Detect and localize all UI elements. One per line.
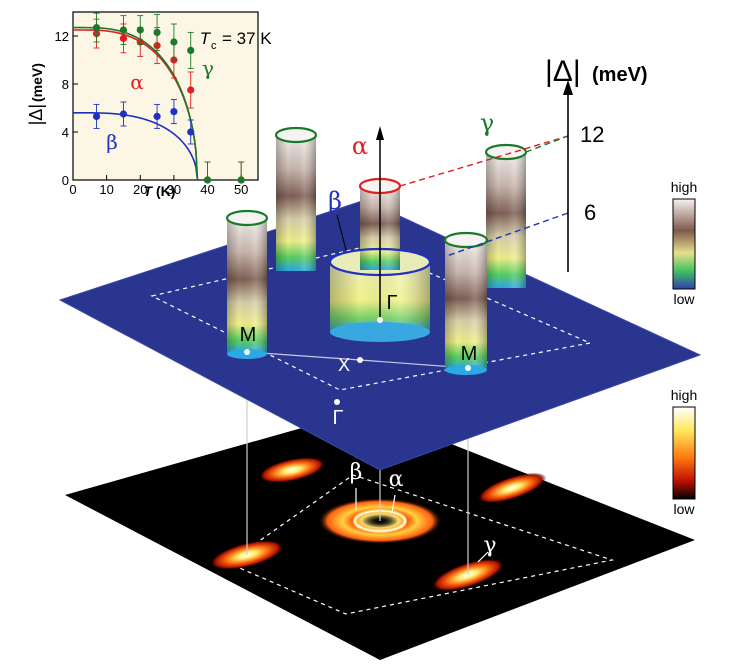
- inset-point-γ: [187, 31, 195, 69]
- colorbar-top: high low: [671, 179, 697, 307]
- label-gamma: γ: [480, 109, 494, 137]
- inset-point-α: [187, 71, 195, 109]
- inset-x-tick-label: 30: [167, 182, 181, 197]
- symmetry-points: [244, 317, 471, 405]
- label-beta: β: [328, 187, 342, 215]
- label-M-right: M: [461, 343, 478, 365]
- beta-guide-line: [429, 212, 569, 263]
- label-M-left: M: [240, 324, 257, 346]
- label-X: X: [338, 355, 350, 375]
- inset-x-tick-label: 40: [200, 182, 214, 197]
- inset-ylabel-unit: (meV): [29, 63, 45, 102]
- inset-beta-label: β: [106, 130, 118, 154]
- cylinder-gamma-upper-right: [484, 143, 528, 288]
- label-alpha: α: [352, 132, 368, 160]
- gap-axis: 12 6 |Δ| (meV): [545, 55, 648, 272]
- inset-xlabel-unit: (K): [156, 183, 175, 199]
- inset-y-tick-label: 12: [55, 29, 69, 44]
- gap-axis-tick-12: 12: [580, 122, 604, 147]
- colorbar-top-low: low: [673, 291, 695, 307]
- inset-point-β: [92, 103, 101, 129]
- inset-x-tick-label: 50: [234, 182, 248, 197]
- inset-fit-β: [73, 112, 199, 181]
- inset-y-tick-label: 4: [62, 125, 69, 140]
- inset-x-tick-label: 20: [133, 182, 147, 197]
- colorbar-top-high: high: [671, 179, 697, 195]
- inset-point-γ: [136, 15, 144, 45]
- inset-point-γ: [119, 15, 128, 45]
- lower-gamma-label: γ: [483, 533, 496, 558]
- inset-plot-area: [72, 11, 259, 181]
- lower-spot-upper-right: [477, 472, 547, 504]
- label-Gamma-lower: Γ: [332, 407, 343, 429]
- inset-xlabel-symbol: T: [143, 183, 153, 199]
- lower-alpha-label: α: [389, 467, 404, 492]
- inset-title-symbol: T: [200, 29, 212, 48]
- colorbar-bottom-high: high: [671, 387, 697, 403]
- gap-axis-tick-6: 6: [584, 200, 596, 225]
- inset-point-β: [119, 101, 128, 127]
- cylinder-gamma-right-M: [443, 231, 489, 375]
- gamma-ring-left-M: [225, 209, 269, 227]
- gap-axis-label-unit: (meV): [592, 64, 648, 86]
- cylinder-gamma-upper-left: [274, 126, 318, 271]
- colorbar-bottom: high low: [671, 387, 697, 517]
- inset-x-tick-label: 10: [99, 182, 113, 197]
- inset-title-sub: c: [211, 40, 217, 52]
- cylinder-gamma-left-M: [225, 209, 269, 359]
- inset-gamma-label: γ: [202, 56, 214, 80]
- inset-y-tick-label: 0: [62, 173, 69, 188]
- inset-data-points: [92, 12, 245, 184]
- inset-y-tick-label: 8: [62, 77, 69, 92]
- inset-x-tick-label: 0: [69, 182, 76, 197]
- inset-point-β: [170, 99, 178, 125]
- label-Gamma-center: Γ: [386, 292, 397, 314]
- colorbar-bottom-low: low: [673, 501, 695, 517]
- lower-beta-label: β: [350, 460, 363, 485]
- gamma-ring-upper-left: [274, 126, 318, 144]
- inset-ylabel-bars: |Δ|: [26, 104, 46, 125]
- inset-axis-ticks: 0 10 20 30 40 50 0 4 8 12: [55, 29, 249, 197]
- gamma-ring-right-M: [443, 231, 489, 249]
- inset-point-β: [153, 103, 161, 129]
- inset-title-value: = 37 K: [222, 29, 272, 48]
- inset-point-γ: [153, 13, 161, 51]
- inset-point-γ: [92, 12, 101, 43]
- inset-point-β: [187, 119, 195, 145]
- inset-point-γ: [237, 161, 245, 184]
- alpha-guide-line: [399, 135, 569, 187]
- lower-spot-upper-left: [258, 457, 326, 483]
- inset-point-γ: [170, 23, 178, 61]
- gap-axis-label-bars: |Δ|: [545, 55, 581, 88]
- lower-brillouin-zone: [226, 474, 615, 615]
- inset-point-γ: [203, 161, 212, 184]
- inset-alpha-label: α: [130, 70, 144, 94]
